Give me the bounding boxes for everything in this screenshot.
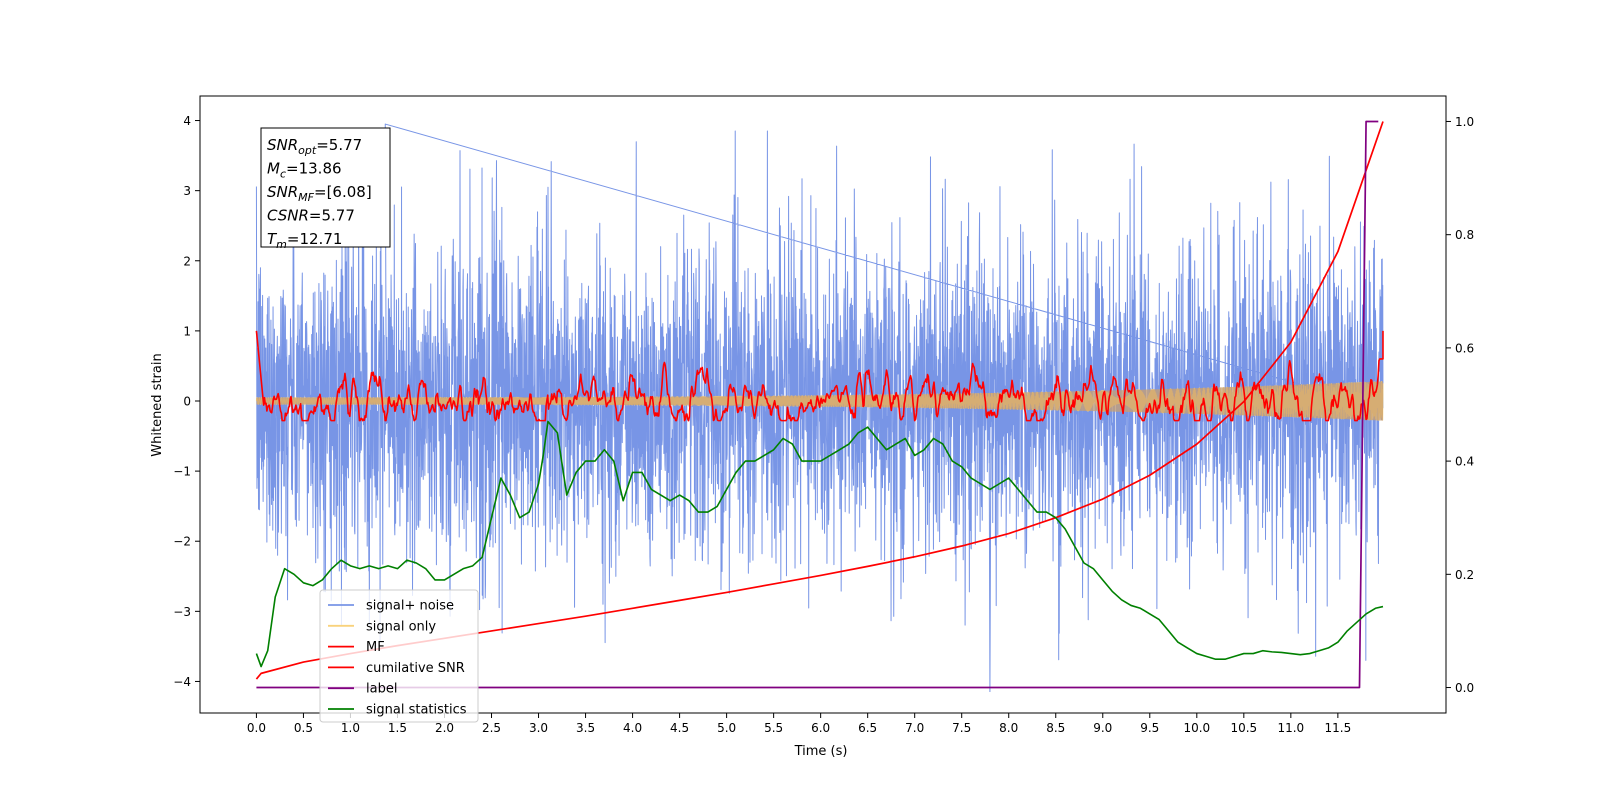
legend-label: signal only <box>366 619 436 634</box>
x-tick-label: 8.5 <box>1046 721 1065 735</box>
annotation-line: Tm=12.71 <box>267 230 342 251</box>
x-tick-label: 3.5 <box>576 721 595 735</box>
series-layer <box>255 120 1384 692</box>
y-tick-label: 2 <box>183 254 191 268</box>
x-tick-label: 11.5 <box>1324 721 1351 735</box>
y-right-tick-label: 0.4 <box>1455 455 1474 469</box>
series-signal-statistics <box>255 420 1384 668</box>
legend: signal+ noise signal only MF cumilative SNR… <box>319 589 479 723</box>
y-tick-label: 1 <box>183 324 191 338</box>
y-tick-label: 0 <box>183 394 191 408</box>
y-axis-label: Whitened strain <box>150 353 165 456</box>
x-tick-label: 5.5 <box>764 721 783 735</box>
x-tick-label: 10.5 <box>1230 721 1257 735</box>
x-tick-label: 5.0 <box>717 721 736 735</box>
x-tick-label: 6.5 <box>858 721 877 735</box>
x-tick-label: 3.0 <box>529 721 548 735</box>
series-mf <box>255 330 1384 422</box>
legend-label: cumilative SNR <box>366 661 465 676</box>
y-right-tick-label: 0.6 <box>1455 341 1474 355</box>
y-tick-label: −1 <box>173 465 191 479</box>
x-tick-label: 1.5 <box>388 721 407 735</box>
x-tick-label: 0.0 <box>247 721 266 735</box>
series-label <box>256 120 1379 689</box>
legend-label: label <box>366 682 397 697</box>
x-axis-label: Time (s) <box>794 744 848 759</box>
x-tick-label: 7.0 <box>905 721 924 735</box>
plot-frame <box>199 95 1447 714</box>
y-tick-label: −3 <box>173 605 191 619</box>
annotation-line: CSNR=5.77 <box>267 207 355 225</box>
annotation-line: SNRMF=[6.08] <box>267 183 372 204</box>
annotation-line: SNRopt=5.77 <box>267 136 362 157</box>
legend-label: signal statistics <box>366 703 467 718</box>
legend-label: signal+ noise <box>366 599 454 614</box>
y-axis-left: −4 −3 −2 −1 0 1 2 3 4 <box>173 114 200 689</box>
x-tick-label: 7.5 <box>952 721 971 735</box>
x-tick-label: 0.5 <box>294 721 313 735</box>
x-tick-label: 8.0 <box>999 721 1018 735</box>
series-signal-noise <box>255 123 1384 661</box>
x-tick-label: 2.5 <box>482 721 501 735</box>
y-tick-label: −4 <box>173 675 191 689</box>
legend-label: MF <box>366 640 385 655</box>
y-tick-label: 3 <box>183 184 191 198</box>
x-tick-label: 10.0 <box>1183 721 1210 735</box>
x-tick-label: 11.0 <box>1277 721 1304 735</box>
x-tick-label: 4.0 <box>623 721 642 735</box>
y-right-tick-label: 1.0 <box>1455 115 1474 129</box>
annotation-line: Mc=13.86 <box>267 160 342 181</box>
x-tick-label: 6.0 <box>811 721 830 735</box>
x-tick-label: 9.0 <box>1093 721 1112 735</box>
x-tick-label: 1.0 <box>341 721 360 735</box>
x-axis: 0.0 0.5 1.0 1.5 2.0 2.5 3.0 3.5 4.0 4.5 5.0 5.5 6.0 6… <box>247 713 1351 735</box>
x-tick-label: 2.0 <box>435 721 454 735</box>
y-tick-label: 4 <box>183 114 191 128</box>
x-tick-label: 9.5 <box>1140 721 1159 735</box>
y-tick-label: −2 <box>173 535 191 549</box>
x-tick-label: 4.5 <box>670 721 689 735</box>
y-axis-right: 0.0 0.2 0.4 0.6 0.8 1.0 <box>1446 115 1474 695</box>
y-right-tick-label: 0.8 <box>1455 228 1474 242</box>
y-right-tick-label: 0.0 <box>1455 681 1474 695</box>
y-right-tick-label: 0.2 <box>1455 568 1474 582</box>
